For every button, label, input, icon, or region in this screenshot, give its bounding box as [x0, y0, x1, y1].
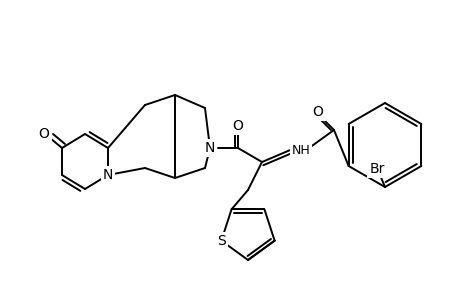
Text: O: O: [312, 105, 323, 119]
Text: O: O: [39, 127, 49, 141]
Text: NH: NH: [291, 143, 310, 157]
Text: S: S: [217, 234, 225, 248]
Text: Br: Br: [369, 162, 384, 176]
Text: N: N: [103, 168, 113, 182]
Text: N: N: [204, 141, 215, 155]
Text: O: O: [232, 119, 243, 133]
